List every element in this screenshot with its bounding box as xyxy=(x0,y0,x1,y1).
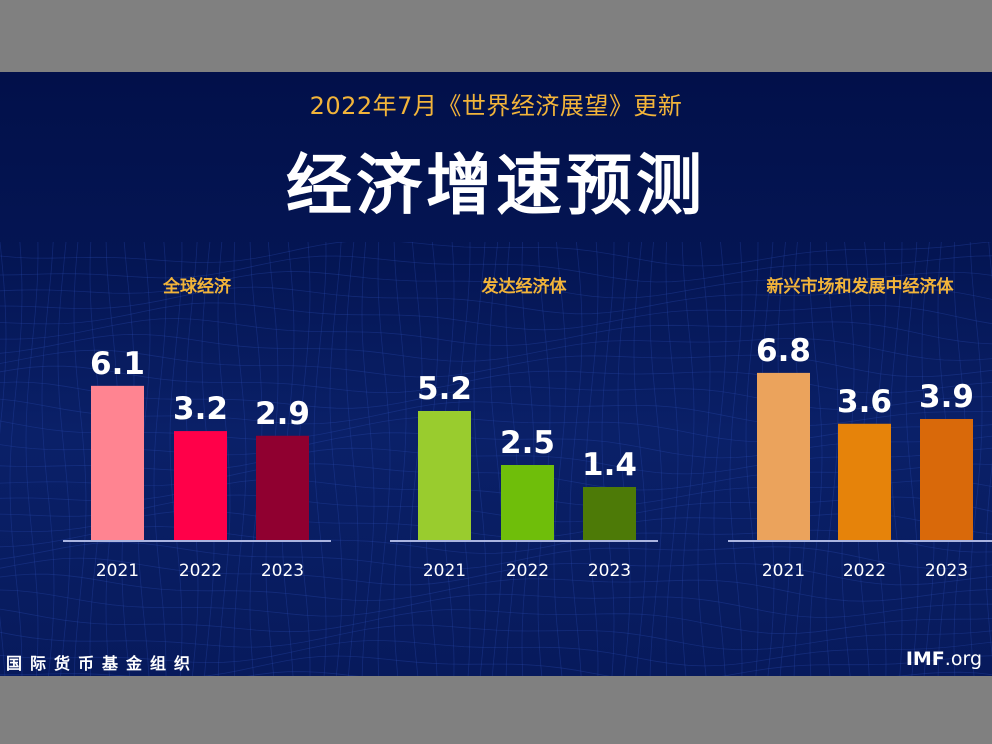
bar-2022 xyxy=(174,431,227,540)
chart-global: 6.1 2021 3.2 2022 2.9 2023 xyxy=(63,346,331,581)
slide: 2022年7月《世界经济展望》更新 经济增速预测 全球经济 发达经济体 新兴市场… xyxy=(0,72,992,676)
bar-2023 xyxy=(256,435,309,540)
data-label: 1.4 xyxy=(582,447,637,483)
data-label: 2.5 xyxy=(500,425,555,461)
data-label: 3.9 xyxy=(919,379,974,415)
bar-2023 xyxy=(583,487,636,540)
data-label: 5.2 xyxy=(417,371,472,407)
data-label: 3.6 xyxy=(837,384,892,420)
bar-2023 xyxy=(920,418,973,540)
bar-2021 xyxy=(418,411,471,540)
chart-title-emerging: 新兴市场和发展中经济体 xyxy=(766,277,954,297)
x-tick-label: 2023 xyxy=(588,561,631,581)
subtitle: 2022年7月《世界经济展望》更新 xyxy=(309,92,683,120)
imf-site-link[interactable]: IMF.org xyxy=(906,648,982,670)
chart-title-advanced: 发达经济体 xyxy=(481,277,567,297)
x-tick-label: 2022 xyxy=(179,561,222,581)
chart-advanced: 5.2 2021 2.5 2022 1.4 2023 xyxy=(390,371,658,581)
x-tick-label: 2022 xyxy=(843,561,886,581)
x-tick-label: 2021 xyxy=(762,561,805,581)
data-label: 6.8 xyxy=(756,333,811,369)
bar-2021 xyxy=(757,372,810,540)
data-label: 6.1 xyxy=(90,346,145,382)
x-tick-label: 2023 xyxy=(261,561,304,581)
site-rest: .org xyxy=(944,648,982,670)
bar-charts: 6.1 2021 3.2 2022 2.9 2023 5.2 2021 2.5 2022 1.4 20… xyxy=(63,333,992,581)
data-label: 2.9 xyxy=(255,396,310,432)
x-tick-label: 2023 xyxy=(925,561,968,581)
org-name: 国际货币基金组织 xyxy=(6,654,199,673)
x-tick-label: 2021 xyxy=(423,561,466,581)
page-title: 经济增速预测 xyxy=(286,147,706,224)
x-tick-label: 2021 xyxy=(96,561,139,581)
bar-2022 xyxy=(501,465,554,540)
bar-2021 xyxy=(91,385,144,540)
site-bold: IMF xyxy=(905,648,945,670)
chart-title-global: 全球经济 xyxy=(163,277,231,297)
data-label: 3.2 xyxy=(173,391,228,427)
chart-emerging: 6.8 2021 3.6 2022 3.9 2023 xyxy=(728,333,992,581)
x-tick-label: 2022 xyxy=(506,561,549,581)
bar-2022 xyxy=(838,423,891,540)
